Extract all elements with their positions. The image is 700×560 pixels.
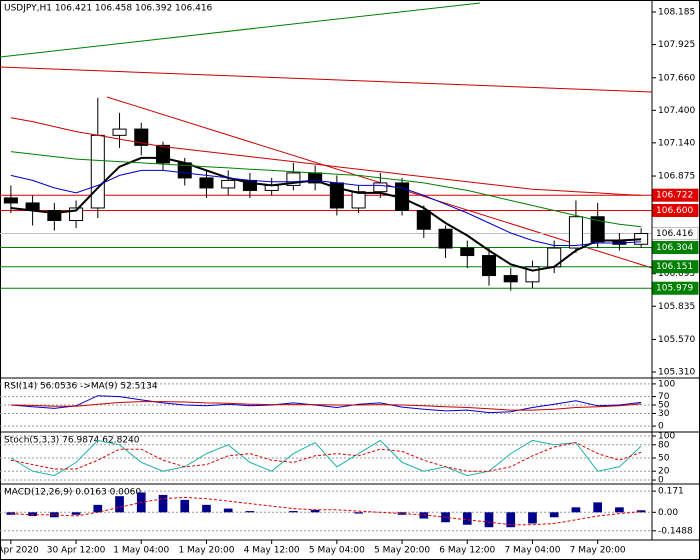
- y-tick-label: 108.185: [658, 8, 695, 18]
- y-tick-label: 105.310: [658, 367, 695, 377]
- histogram-bar: [223, 508, 233, 513]
- y-tick-label: 30: [658, 409, 670, 419]
- histogram-bar: [397, 512, 407, 515]
- histogram-bar: [158, 494, 168, 513]
- level-label: 106.416: [656, 229, 693, 239]
- candle-body: [199, 177, 214, 189]
- candle-body: [134, 128, 149, 146]
- histogram-bar: [202, 504, 211, 513]
- x-tick-label: 4 May 12:00: [244, 546, 300, 556]
- indicator-line: [10, 169, 642, 246]
- y-tick-label: 106.875: [658, 172, 695, 182]
- level-label: 105.979: [656, 284, 693, 294]
- y-tick-label: 105.835: [658, 302, 695, 312]
- y-tick-label: 20: [658, 467, 670, 477]
- indicator-line: [10, 496, 642, 526]
- y-tick-label: 70: [658, 392, 670, 402]
- candle-body: [373, 182, 388, 193]
- candle-body: [351, 191, 366, 209]
- candle-body: [3, 197, 18, 204]
- y-tick-label: -0.1488: [658, 526, 693, 536]
- panel-title: USDJPY,H1 106.421 106.458 106.392 106.41…: [4, 4, 213, 14]
- candle-body: [221, 179, 236, 189]
- histogram-bar: [180, 499, 190, 513]
- histogram-bar: [289, 511, 298, 513]
- level-label: 106.151: [656, 262, 693, 272]
- y-tick-label: 107.140: [658, 138, 695, 148]
- panel-title: RSI(14) 56.0536 ->MA(9) 52.5134: [4, 382, 158, 392]
- candle-body: [460, 247, 475, 257]
- histogram-bar: [506, 512, 516, 528]
- y-tick-label: 80: [658, 440, 670, 450]
- y-tick-label: 50: [658, 454, 670, 464]
- candle-body: [590, 216, 605, 243]
- histogram-bar: [528, 512, 537, 524]
- x-tick-label: 7 May 20:00: [570, 546, 626, 556]
- trend-line: [0, 66, 653, 93]
- x-tick-label: 5 May 20:00: [374, 546, 430, 556]
- histogram-bar: [549, 512, 559, 518]
- x-tick-label: 6 May 12:00: [439, 546, 495, 556]
- indicator-line: [10, 151, 642, 228]
- x-tick-label: 29 Apr 2020: [0, 546, 39, 556]
- y-tick-label: 0: [658, 422, 664, 432]
- histogram-bar: [71, 512, 81, 515]
- x-tick-label: 7 May 04:00: [504, 546, 560, 556]
- plots: 108.185 107.925 107.660 107.400 107.140 106.8…: [0, 4, 699, 556]
- panel-title: Stoch(5,3,3) 76.9874 62.8240: [4, 436, 140, 446]
- x-tick-label: 1 May 20:00: [178, 546, 234, 556]
- histogram-bar: [28, 512, 37, 517]
- histogram-bar: [245, 511, 255, 513]
- x-tick-label: 1 May 04:00: [113, 546, 169, 556]
- candle-body: [90, 134, 105, 209]
- y-tick-label: 105.570: [658, 335, 695, 345]
- candle-body: [155, 144, 171, 164]
- candle-body: [47, 209, 62, 221]
- histogram-bar: [6, 512, 16, 515]
- x-tick-label: 5 May 04:00: [309, 546, 365, 556]
- indicator-line: [10, 117, 642, 196]
- y-tick-label: 107.400: [658, 106, 695, 116]
- x-tick-label: 30 Apr 12:00: [47, 546, 106, 556]
- histogram-bar: [49, 512, 59, 518]
- trend-line: [0, 2, 481, 58]
- indicator-line: [10, 395, 642, 414]
- level-label: 106.722: [656, 191, 693, 201]
- y-tick-label: 100: [658, 431, 675, 441]
- candle-body: [568, 216, 583, 249]
- y-tick-label: 107.925: [658, 40, 695, 50]
- y-tick-label: 0: [658, 476, 664, 486]
- histogram-bar: [462, 512, 472, 525]
- indicator-line: [10, 442, 642, 472]
- candle-body: [481, 255, 497, 277]
- histogram-bar: [419, 512, 429, 519]
- indicator-line: [10, 439, 642, 477]
- y-tick-label: 100: [658, 379, 675, 389]
- histogram-bar: [636, 510, 646, 513]
- indicator-line: [10, 156, 642, 272]
- histogram-bar: [484, 512, 494, 528]
- candle-body: [438, 228, 453, 249]
- histogram-bar: [354, 512, 363, 514]
- candle-body: [112, 128, 127, 136]
- panel-title: MACD(12,26,9) 0.0163 0.0060: [4, 488, 141, 498]
- y-tick-label: 50: [658, 401, 670, 411]
- y-tick-label: 0.171: [658, 487, 684, 497]
- histogram-bar: [593, 502, 603, 513]
- y-tick-label: 106.095: [658, 269, 695, 279]
- histogram-bar: [310, 509, 320, 513]
- histogram-bar: [115, 496, 124, 513]
- level-label: 106.600: [656, 206, 693, 216]
- histogram-bar: [571, 507, 581, 513]
- level-label: 106.304: [656, 243, 693, 253]
- y-tick-label: 107.660: [658, 73, 695, 83]
- histogram-bar: [93, 504, 103, 513]
- histogram-bar: [615, 507, 624, 513]
- y-tick-label: 0.00: [658, 508, 678, 518]
- indicator-line: [10, 401, 642, 411]
- candle-body: [503, 275, 518, 283]
- candle-body: [416, 209, 431, 230]
